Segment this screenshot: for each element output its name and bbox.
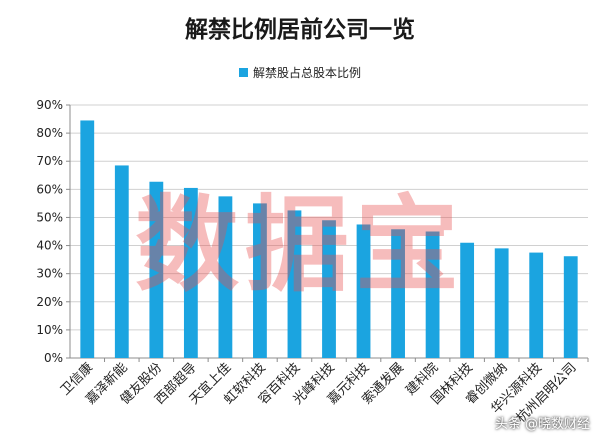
bar: [425, 231, 440, 358]
bar: [80, 120, 95, 358]
legend-swatch: [238, 68, 248, 77]
bar: [460, 242, 475, 358]
y-tick-label: 90%: [36, 98, 63, 112]
y-tick-label: 60%: [36, 182, 63, 196]
y-tick-label: 30%: [36, 267, 63, 281]
bar: [529, 252, 544, 358]
bar: [114, 165, 129, 358]
bar: [322, 220, 336, 358]
bar: [563, 256, 578, 358]
bar: [494, 248, 509, 358]
bar: [287, 210, 302, 358]
legend: 解禁股占总股本比例: [0, 64, 600, 81]
y-tick-label: 20%: [36, 295, 63, 309]
bar: [253, 203, 267, 358]
bar: [218, 196, 233, 358]
y-tick-label: 70%: [36, 154, 63, 168]
legend-label: 解禁股占总股本比例: [252, 66, 361, 80]
bar: [391, 229, 405, 358]
source-credit: 头条 @晓数财经: [494, 417, 590, 432]
bar: [356, 224, 371, 358]
watermark: 数据宝: [135, 184, 466, 306]
y-tick-label: 80%: [36, 126, 63, 140]
y-tick-label: 10%: [36, 323, 63, 337]
bar: [149, 181, 164, 358]
y-tick-label: 50%: [36, 210, 63, 224]
y-tick-label: 0%: [44, 351, 63, 365]
chart-title: 解禁比例居前公司一览: [185, 16, 415, 43]
y-tick-label: 40%: [36, 239, 63, 253]
bar: [183, 187, 198, 358]
